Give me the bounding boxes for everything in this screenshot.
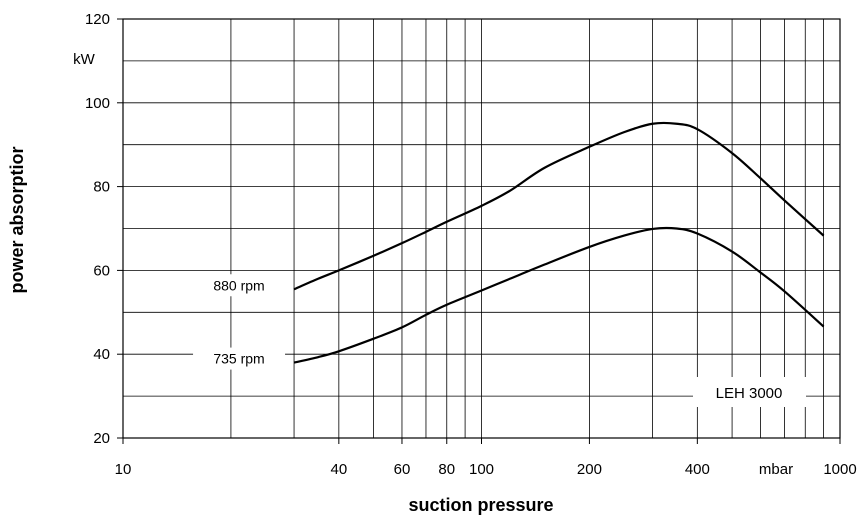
series-group [293, 121, 825, 364]
grid-lines [123, 18, 840, 438]
x-tick-label: 200 [577, 461, 602, 478]
x-unit-label: mbar [759, 461, 793, 478]
series-line-2 [293, 226, 825, 364]
series-label-1: 880 rpm [213, 277, 264, 293]
x-tick-label: 10 [115, 461, 132, 478]
y-tick-label: 60 [93, 262, 110, 279]
series-line-1 [293, 121, 825, 291]
model-label: LEH 3000 [716, 385, 783, 402]
y-tick-label: 100 [85, 95, 110, 112]
x-tick-label: 1000 [823, 461, 856, 478]
label-group: 880 rpm 735 rpm [193, 274, 286, 370]
y-tick-label: 40 [93, 346, 110, 363]
series-label-bg [193, 274, 286, 297]
y-unit-label: kW [73, 51, 96, 68]
x-tick-label: 400 [685, 461, 710, 478]
x-tick-label: 40 [330, 461, 347, 478]
x-axis-title: suction pressure [408, 495, 553, 515]
y-tick-label: 20 [93, 430, 110, 447]
axis-ticks: 20 40 60 80 100 120 10 40 60 80 100 200 400 1000 [85, 11, 857, 478]
y-tick-label: 120 [85, 11, 110, 28]
x-tick-label: 60 [394, 461, 411, 478]
y-tick-label: 80 [93, 179, 110, 196]
series-label-bg [193, 347, 286, 370]
model-label-box [693, 377, 806, 407]
x-tick-label: 80 [438, 461, 455, 478]
y-axis-title: power absorptior [7, 146, 27, 293]
x-tick-label: 100 [469, 461, 494, 478]
series-label-2: 735 rpm [213, 351, 264, 367]
